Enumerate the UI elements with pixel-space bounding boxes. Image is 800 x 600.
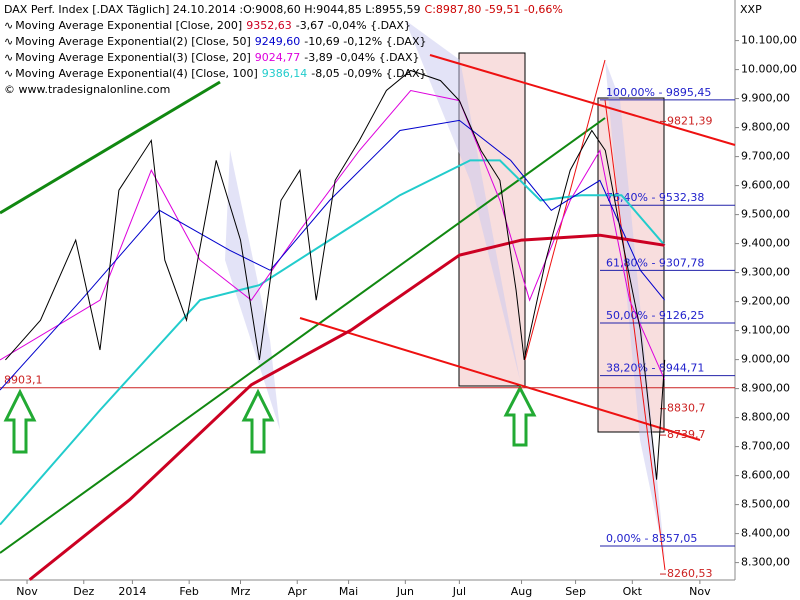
channel: [605, 60, 665, 560]
level-label: 8260,53: [667, 567, 713, 580]
support-label: 8903,1: [4, 374, 43, 387]
box: [458, 52, 526, 387]
level-label: 8739,7: [667, 428, 706, 441]
x-tick-label: Sep: [565, 585, 586, 598]
header: XXP DAX Perf. Index [.DAX Täglich] 24.10.…: [4, 3, 762, 96]
fib-label: 38,20% - 8944,71: [606, 362, 704, 375]
y-tick-label: 9.900,00: [741, 92, 790, 105]
arrows: [3, 384, 537, 454]
legend-rest: -3,89 -0,04% {.DAX}: [304, 51, 419, 64]
series-line: [28, 233, 665, 581]
series-line: [0, 89, 666, 381]
legend-icon: ∿: [4, 19, 13, 32]
legend-icon: ∿: [4, 35, 13, 48]
y-tick-label: 9.100,00: [741, 324, 790, 337]
y-tick-label: 9.600,00: [741, 179, 790, 192]
y-tick-label: 8.500,00: [741, 498, 790, 511]
trend-line: [299, 317, 701, 441]
fib-label: 76,40% - 9532,38: [606, 191, 704, 204]
y-tick-label: 8.800,00: [741, 411, 790, 424]
x-tick-label: 2014: [118, 585, 146, 598]
x-tick-label: Jul: [452, 585, 466, 598]
legend-rest: -8,05 -0,09% {.DAX}: [311, 67, 426, 80]
y-tick-label: 9.500,00: [741, 208, 790, 221]
legend-value: 9352,63: [246, 19, 292, 32]
legend-name: Moving Average Exponential(4) [Close, 10…: [15, 67, 258, 80]
legend-name: Moving Average Exponential [Close, 200]: [15, 19, 242, 32]
fib-label: 100,00% - 9895,45: [606, 86, 711, 99]
title-change: C:8987,80 -59,51 -0,66%: [425, 3, 563, 16]
x-tick-label: Mai: [339, 585, 358, 598]
x-tick-label: Okt: [623, 585, 643, 598]
x-tick-label: Aug: [511, 585, 532, 598]
plot: 8.300,00 8.400,00 8.500,00 8.600,00 8.700,00…: [0, 34, 797, 598]
x-tick-label: Mrz: [231, 585, 251, 598]
title-text: DAX Perf. Index [.DAX Täglich] 24.10.201…: [4, 3, 421, 16]
title: DAX Perf. Index [.DAX Täglich] 24.10.201…: [4, 3, 563, 16]
x-tick-label: Nov: [16, 585, 38, 598]
y-tick-label: 9.300,00: [741, 266, 790, 279]
legend-value: 9024,77: [255, 51, 301, 64]
trend-line: [0, 117, 606, 554]
y-tick-label: 9.400,00: [741, 237, 790, 250]
legend-entry: ∿ Moving Average Exponential(4) [Close, 1…: [4, 67, 427, 80]
trend-line: [0, 80, 221, 215]
legend-value: 9249,60: [255, 35, 301, 48]
trend-line: [524, 59, 606, 361]
y-tick-label: 9.800,00: [741, 121, 790, 134]
trend-line: [429, 54, 736, 146]
x-tick-label: Nov: [689, 585, 711, 598]
legend-rest: -10,69 -0,12% {.DAX}: [304, 35, 426, 48]
y-tick-label: 10.000,00: [741, 63, 797, 76]
legend-name: Moving Average Exponential(2) [Close, 50…: [15, 35, 251, 48]
legend-entry: ∿ Moving Average Exponential(2) [Close, 5…: [4, 35, 427, 48]
fib-label: 0,00% - 8357,05: [606, 532, 697, 545]
legend-icon: ∿: [4, 67, 13, 80]
fib-label: 50,00% - 9126,25: [606, 309, 704, 322]
y-tick-label: 8.300,00: [741, 556, 790, 569]
y-tick-label: 8.900,00: [741, 382, 790, 395]
x-tick-label: Apr: [288, 585, 308, 598]
y-tick-label: 9.700,00: [741, 150, 790, 163]
series-line: [5, 69, 666, 480]
legend-value: 9386,14: [262, 67, 308, 80]
up-arrow: [3, 388, 37, 454]
y-tick-label: 8.700,00: [741, 440, 790, 453]
y-tick-label: 9.200,00: [741, 295, 790, 308]
legend-icon: ∿: [4, 51, 13, 64]
up-arrow: [241, 388, 275, 454]
y-tick-label: 10.100,00: [741, 34, 797, 47]
legend-entry: ∿ Moving Average Exponential(3) [Close, 2…: [4, 51, 420, 64]
corner-label: XXP: [740, 3, 762, 16]
legend-rest: -3,67 -0,04% {.DAX}: [296, 19, 411, 32]
level-label: 9821,39: [667, 114, 713, 127]
channel: [405, 20, 520, 380]
x-tick-label: Jun: [396, 585, 414, 598]
legend-name: Moving Average Exponential(3) [Close, 20…: [15, 51, 251, 64]
x-tick-label: Feb: [179, 585, 198, 598]
x-tick-label: Dez: [73, 585, 94, 598]
fib-label: 61,80% - 9307,78: [606, 256, 704, 269]
source: © www.tradesignalonline.com: [4, 83, 170, 96]
channel: [225, 150, 280, 430]
series-line: [0, 159, 666, 526]
trend-line: [604, 99, 666, 571]
up-arrow: [503, 384, 537, 447]
legend-entry: ∿ Moving Average Exponential [Close, 200]…: [4, 19, 411, 32]
y-tick-label: 8.400,00: [741, 527, 790, 540]
y-tick-label: 9.000,00: [741, 353, 790, 366]
level-label: 8830,7: [667, 402, 706, 415]
y-tick-label: 8.600,00: [741, 469, 790, 482]
